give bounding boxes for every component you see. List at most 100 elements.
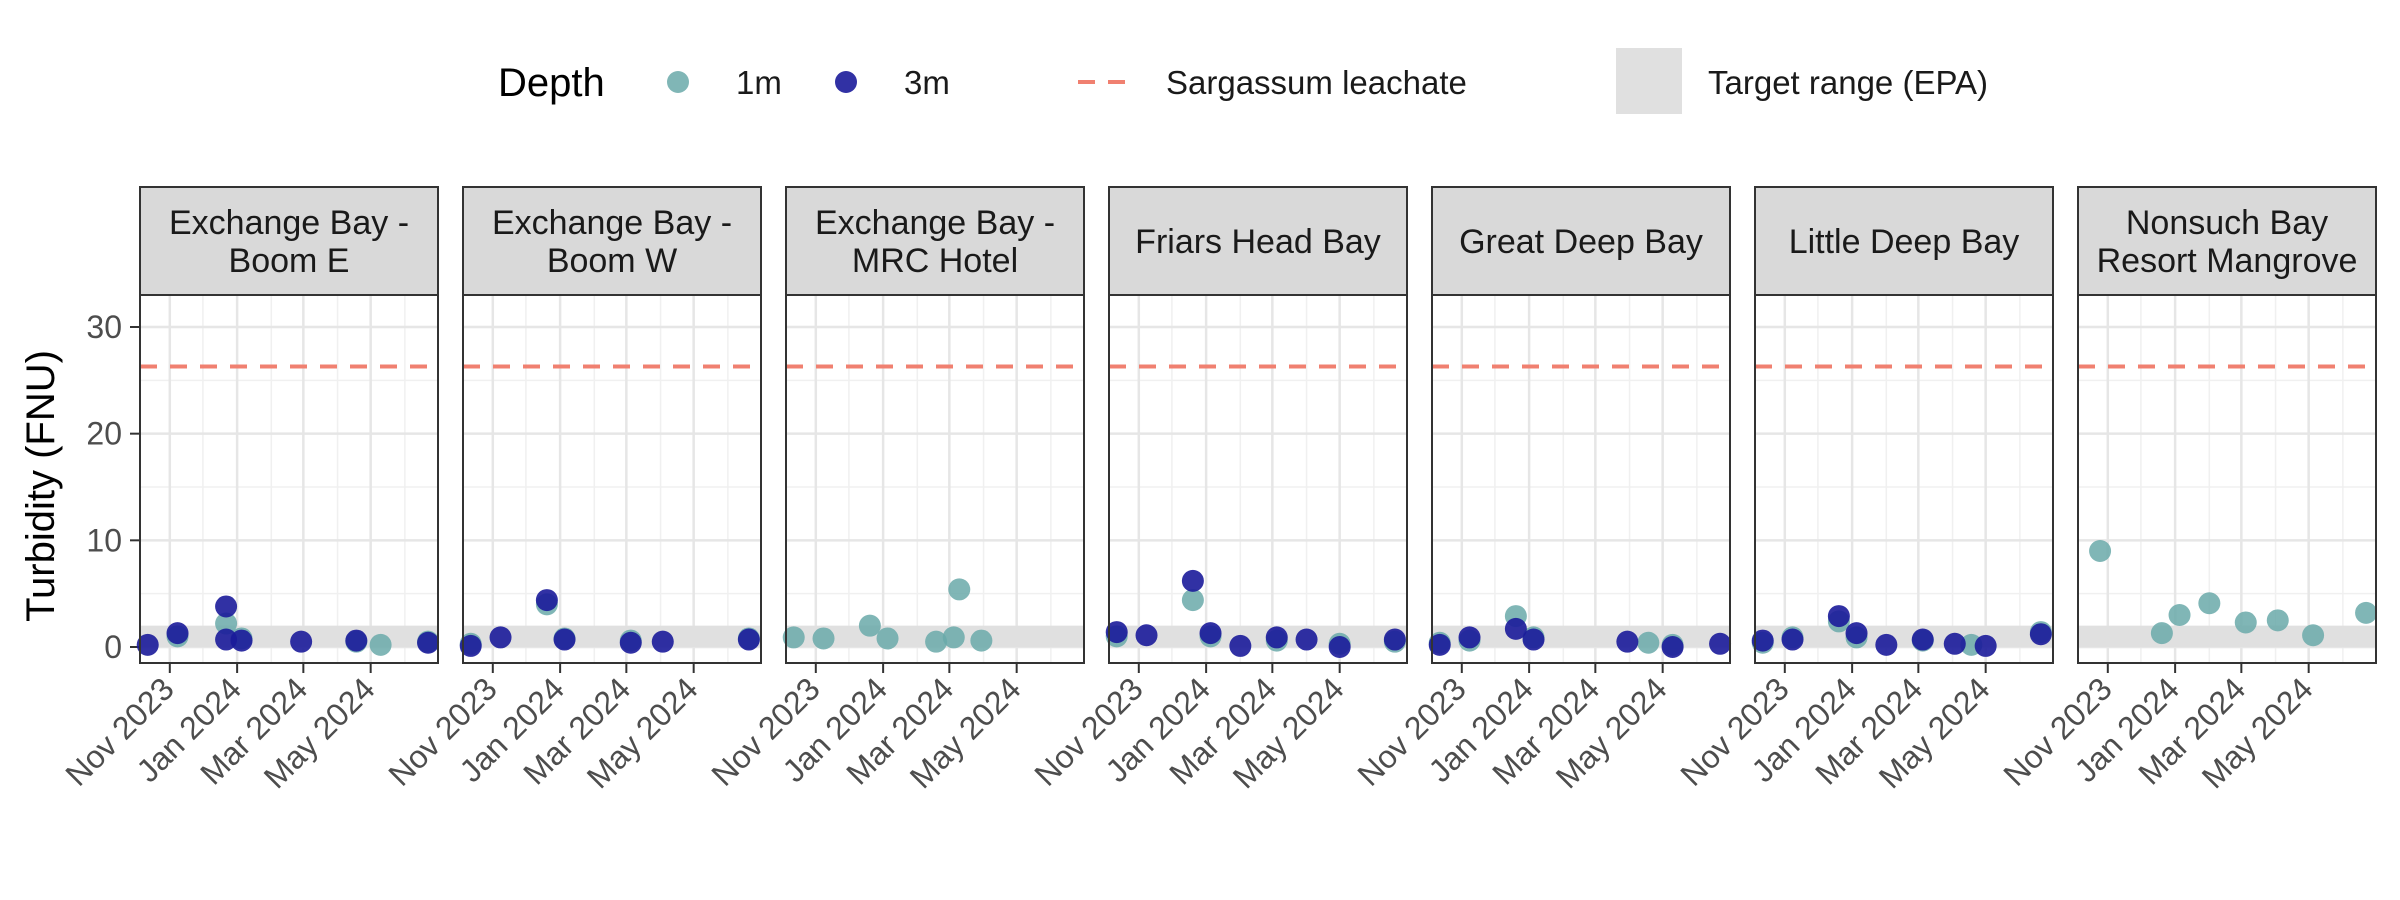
data-point-3m bbox=[2029, 623, 2052, 646]
data-point-3m bbox=[1135, 624, 1158, 647]
data-point-3m bbox=[1522, 628, 1545, 651]
data-point-3m bbox=[1911, 628, 1934, 651]
data-point-3m bbox=[345, 629, 368, 652]
target-range-band bbox=[2078, 625, 2376, 647]
facet-strip bbox=[2077, 186, 2377, 296]
data-point-3m bbox=[651, 630, 674, 653]
data-point-3m bbox=[1504, 617, 1527, 640]
data-point-1m bbox=[970, 629, 993, 652]
data-point-1m bbox=[2168, 604, 2191, 626]
data-point-1m bbox=[2198, 592, 2221, 615]
panel-background bbox=[2078, 295, 2376, 663]
panel-background bbox=[786, 295, 1084, 663]
y-tick-label: 20 bbox=[86, 416, 122, 452]
facet-strip-title: Great Deep Bay bbox=[1459, 223, 1703, 261]
data-point-1m bbox=[2266, 609, 2289, 632]
panel-background bbox=[1755, 295, 2053, 663]
data-point-3m bbox=[1229, 634, 1252, 657]
data-point-3m bbox=[1875, 633, 1898, 656]
panel-border bbox=[2077, 294, 2377, 664]
data-point-1m bbox=[1637, 631, 1660, 654]
legend-title: Depth bbox=[498, 61, 605, 105]
data-point-1m bbox=[215, 612, 238, 635]
data-point-1m bbox=[812, 627, 835, 650]
data-point-3m bbox=[737, 628, 760, 651]
data-point-1m bbox=[925, 630, 948, 653]
data-point-1m bbox=[948, 578, 971, 601]
facet-strip-title: Boom E bbox=[229, 242, 350, 280]
legend-leachate-label: Sargassum leachate bbox=[1166, 64, 1467, 101]
data-point-3m bbox=[1845, 622, 1868, 645]
facet-strip bbox=[1754, 186, 2054, 296]
data-point-3m bbox=[1428, 633, 1451, 656]
data-point-3m bbox=[136, 633, 159, 656]
data-point-3m bbox=[1105, 621, 1128, 644]
legend-1m-marker bbox=[667, 71, 689, 93]
data-point-3m bbox=[1751, 629, 1774, 652]
y-axis-title: Turbidity (FNU) bbox=[19, 350, 63, 622]
facet-strip bbox=[462, 186, 762, 296]
y-axis: 0 10 20 30 bbox=[86, 309, 140, 665]
data-point-3m bbox=[1827, 605, 1850, 628]
data-point-1m bbox=[2355, 601, 2378, 624]
data-point-3m bbox=[619, 631, 642, 654]
facet-strip bbox=[1108, 186, 1408, 296]
facet-strip-title: Resort Mangrove bbox=[2097, 242, 2358, 280]
data-point-3m bbox=[535, 589, 558, 612]
data-point-1m bbox=[1181, 589, 1204, 612]
panel-border bbox=[139, 294, 439, 664]
legend-3m-marker bbox=[835, 71, 857, 93]
data-point-1m bbox=[2302, 624, 2325, 647]
legend-target-swatch bbox=[1616, 48, 1682, 114]
data-point-1m bbox=[369, 633, 392, 656]
facet-strip-title: Nonsuch Bay bbox=[2126, 204, 2328, 242]
panel-background bbox=[463, 295, 761, 663]
data-point-3m bbox=[489, 626, 512, 649]
panel-border bbox=[1754, 294, 2054, 664]
panel-border bbox=[1108, 294, 1408, 664]
facet-strip-title: Exchange Bay - bbox=[815, 204, 1055, 242]
y-tick-label: 0 bbox=[104, 629, 122, 665]
y-tick-label: 30 bbox=[86, 309, 122, 345]
data-point-3m bbox=[417, 631, 440, 654]
data-point-3m bbox=[1383, 628, 1406, 651]
y-tick-label: 10 bbox=[86, 522, 122, 558]
data-point-3m bbox=[1295, 628, 1318, 651]
facet-strip bbox=[1431, 186, 1731, 296]
data-point-3m bbox=[1661, 636, 1684, 658]
data-point-3m bbox=[1616, 630, 1639, 653]
data-point-3m bbox=[290, 630, 313, 653]
facet-strip bbox=[139, 186, 439, 296]
data-point-1m bbox=[2089, 540, 2112, 562]
panel-border bbox=[785, 294, 1085, 664]
data-point-1m bbox=[782, 626, 805, 649]
data-point-1m bbox=[876, 627, 899, 650]
data-point-3m bbox=[166, 622, 189, 645]
facet-strip-title: MRC Hotel bbox=[852, 242, 1018, 280]
facet-strip-title: Exchange Bay - bbox=[492, 204, 732, 242]
data-point-3m bbox=[1181, 569, 1204, 592]
target-range-band bbox=[463, 625, 761, 647]
facet-strip-title: Friars Head Bay bbox=[1135, 223, 1381, 261]
data-point-3m bbox=[1265, 626, 1288, 649]
data-point-3m bbox=[1974, 634, 1997, 657]
data-point-3m bbox=[215, 595, 238, 618]
data-point-1m bbox=[2234, 611, 2257, 634]
data-point-3m bbox=[230, 629, 253, 652]
data-point-1m bbox=[942, 626, 965, 649]
data-point-3m bbox=[1709, 632, 1732, 655]
legend: Depth 1m 3m Sargassum leachate Target ra… bbox=[498, 48, 1988, 114]
facet-strip-title: Boom W bbox=[547, 242, 677, 280]
panel-background bbox=[140, 295, 438, 663]
facet-strip-title: Exchange Bay - bbox=[169, 204, 409, 242]
data-point-3m bbox=[553, 628, 576, 651]
facet-strip-title: Little Deep Bay bbox=[1789, 223, 2020, 261]
legend-1m-label: 1m bbox=[736, 64, 782, 101]
data-point-3m bbox=[1199, 622, 1222, 645]
panel-background bbox=[1109, 295, 1407, 663]
panel-background bbox=[1432, 295, 1730, 663]
data-point-3m bbox=[1328, 636, 1351, 658]
data-point-1m bbox=[2150, 622, 2173, 645]
